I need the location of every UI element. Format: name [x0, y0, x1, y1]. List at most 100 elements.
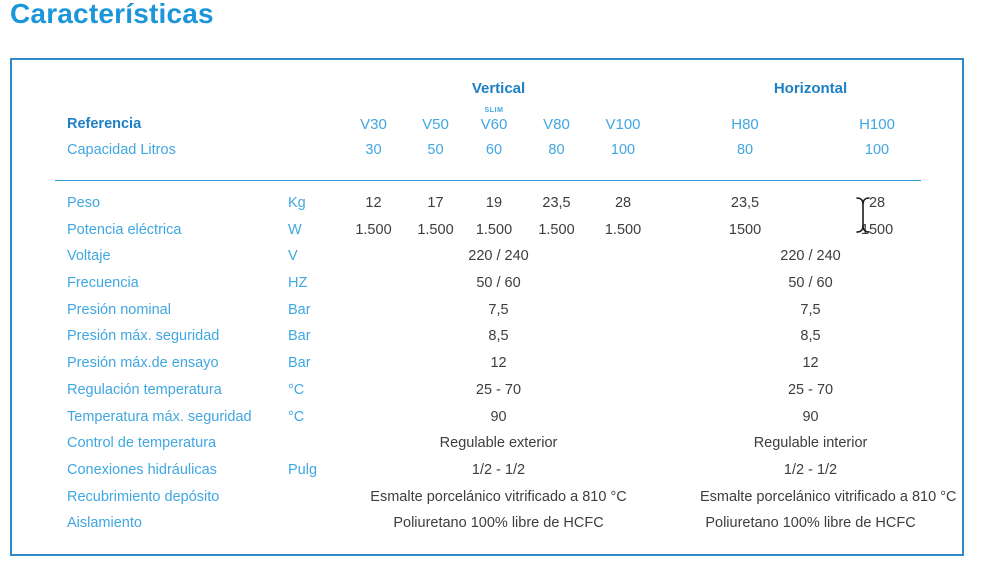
value-span-horizontal: Esmalte porcelánico vitrificado a 810 °C [700, 488, 957, 505]
table-row: Conexiones hidráulicas Pulg 1/2 - 1/2 1/2 -… [55, 457, 921, 484]
table-row: Temperatura máx. seguridad °C 90 90 [55, 404, 921, 431]
capacity-v-1: 50 [427, 141, 444, 158]
model-header-h80: H80 [731, 115, 759, 133]
value-span-horizontal: Poliuretano 100% libre de HCFC [705, 515, 916, 532]
value-span-vertical: 220 / 240 [468, 248, 529, 265]
capacity-h-1: 100 [864, 141, 890, 158]
table-row: Regulación temperatura °C 25 - 70 25 - 70 [55, 377, 921, 404]
value-span-vertical: 7,5 [488, 301, 509, 318]
row-label: Potencia eléctrica [67, 221, 182, 238]
value-span-horizontal: 7,5 [800, 301, 821, 318]
value-span-horizontal: 12 [802, 355, 819, 372]
row-label: Presión máx. seguridad [67, 328, 220, 345]
table-row: Control de temperatura Regulable exterior… [55, 430, 921, 457]
value-span-vertical: Regulable exterior [439, 435, 558, 452]
gap-cell [656, 484, 700, 511]
value-span-horizontal: 1/2 - 1/2 [783, 461, 838, 478]
divider-line [55, 164, 922, 181]
row-label: Recubrimiento depósito [67, 488, 220, 505]
row-unit [283, 430, 341, 457]
row-label: Conexiones hidráulicas [67, 461, 217, 478]
value-cell: 1.500 [604, 221, 642, 238]
horizontal-group-header: Horizontal [773, 80, 848, 98]
empty-cell [283, 136, 341, 164]
row-unit: °C [288, 408, 305, 425]
value-cell: 1.500 [538, 221, 575, 238]
referencia-label: Referencia [67, 116, 142, 133]
table-row: Presión máx. seguridad Bar 8,5 8,5 [55, 323, 921, 350]
table-row: Presión máx.de ensayo Bar 12 12 [55, 350, 921, 377]
gap-cell [656, 430, 700, 457]
row-label: Temperatura máx. seguridad [67, 408, 252, 425]
empty-cell [283, 76, 341, 102]
value-cell: 17 [427, 195, 444, 211]
row-unit [283, 510, 341, 537]
row-unit: Pulg [288, 461, 318, 478]
value-span-horizontal: 25 - 70 [787, 381, 834, 398]
value-span-vertical: 50 / 60 [476, 275, 521, 292]
value-span-vertical: Esmalte porcelánico vitrificado a 810 °C [370, 488, 627, 505]
page-title: Características [10, 0, 214, 29]
gap-cell [656, 377, 700, 404]
value-span-vertical: 90 [490, 408, 507, 425]
slim-label: SLIM [484, 106, 504, 114]
spacer-row [55, 181, 921, 191]
model-header-v60: SLIM V60 [465, 102, 523, 136]
model-header-h100: H100 [859, 115, 895, 133]
model-header-v30: V30 [360, 115, 387, 133]
table-row: Peso Kg 12 17 19 23,5 28 23,5 28 [55, 190, 921, 217]
row-unit: Bar [288, 301, 311, 318]
table-row: Voltaje V 220 / 240 220 / 240 [55, 243, 921, 270]
row-unit: W [288, 221, 302, 238]
gap-cell [656, 404, 700, 431]
empty-cell [55, 76, 283, 102]
value-span-vertical: 1/2 - 1/2 [471, 461, 526, 478]
row-label: Control de temperatura [67, 435, 217, 452]
value-cell: 23,5 [730, 195, 760, 211]
row-unit: HZ [288, 275, 308, 292]
value-cell: 19 [485, 195, 503, 211]
value-cell: 23,5 [542, 195, 571, 211]
spacer [55, 181, 921, 191]
row-label: Presión máx.de ensayo [67, 355, 219, 372]
value-cell: 1.500 [417, 221, 454, 238]
model-header-v50: V50 [422, 115, 449, 133]
gap-cell [656, 190, 700, 217]
table-row: Aislamiento Poliuretano 100% libre de HCF… [55, 510, 921, 537]
gap-cell [656, 510, 700, 537]
value-cell: 1500 [860, 221, 894, 238]
value-span-horizontal: 90 [802, 408, 819, 425]
gap-cell [656, 457, 700, 484]
table-row: Recubrimiento depósito Esmalte porcelánic… [55, 484, 957, 511]
value-cell: 12 [365, 195, 382, 211]
value-cell: 28 [614, 195, 632, 211]
row-label: Presión nominal [67, 301, 171, 318]
divider-row [55, 164, 922, 181]
group-header-row: Vertical Horizontal [55, 76, 921, 102]
row-label: Regulación temperatura [67, 381, 222, 398]
value-span-vertical: Poliuretano 100% libre de HCFC [393, 515, 604, 532]
table-row: Presión nominal Bar 7,5 7,5 [55, 297, 921, 324]
value-span-vertical: 8,5 [488, 328, 509, 345]
gap-cell [656, 217, 700, 244]
spec-card: Vertical Horizontal Referencia V30 V50 SLI… [10, 58, 964, 556]
gap-cell [656, 297, 700, 324]
row-label: Frecuencia [67, 275, 139, 292]
vertical-group-header: Vertical [471, 80, 526, 98]
value-span-vertical: 12 [490, 355, 507, 372]
row-unit: Bar [288, 328, 311, 345]
capacity-row: Capacidad Litros 30 50 60 80 100 80 100 [55, 136, 921, 164]
value-span-horizontal: 8,5 [800, 328, 821, 345]
row-label: Voltaje [67, 248, 111, 265]
value-span-vertical: 25 - 70 [475, 381, 522, 398]
gap-cell [656, 76, 700, 102]
spec-table: Vertical Horizontal Referencia V30 V50 SLI… [55, 76, 957, 537]
table-row: Frecuencia HZ 50 / 60 50 / 60 [55, 270, 921, 297]
row-unit: Kg [288, 195, 306, 211]
capacity-v-4: 100 [610, 141, 636, 158]
value-cell: 1500 [728, 221, 762, 238]
table-row: Potencia eléctrica W 1.500 1.500 1.500 1.500 1… [55, 217, 921, 244]
value-span-horizontal: 220 / 240 [780, 248, 841, 265]
row-unit [283, 484, 341, 511]
